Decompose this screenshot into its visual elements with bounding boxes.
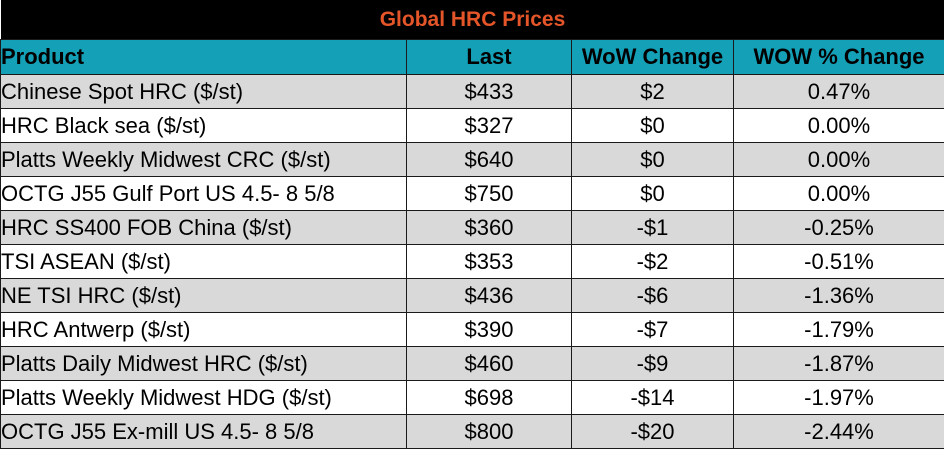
wow-change-cell: -$14 (571, 380, 734, 415)
wow-pct-change-cell: -1.36% (733, 278, 944, 313)
product-cell: Platts Weekly Midwest CRC ($/st) (0, 142, 407, 177)
wow-change-cell: $0 (571, 176, 734, 211)
table-row: Platts Weekly Midwest CRC ($/st) $640 $0 0.… (0, 142, 944, 177)
last-cell: $327 (406, 108, 572, 143)
last-cell: $640 (406, 142, 572, 177)
wow-pct-change-cell: 0.00% (733, 142, 944, 177)
table-row: HRC Antwerp ($/st) $390 -$7 -1.79% (0, 312, 944, 347)
wow-pct-change-cell: 0.47% (733, 74, 944, 109)
product-cell: TSI ASEAN ($/st) (0, 244, 407, 279)
last-cell: $433 (406, 74, 572, 109)
table-body: Chinese Spot HRC ($/st) $433 $2 0.47% HRC Bl… (0, 74, 944, 449)
last-cell: $800 (406, 414, 572, 449)
wow-change-cell: $0 (571, 108, 734, 143)
wow-change-cell: -$7 (571, 312, 734, 347)
product-cell: HRC Black sea ($/st) (0, 108, 407, 143)
wow-pct-change-cell: -0.51% (733, 244, 944, 279)
table-row: Chinese Spot HRC ($/st) $433 $2 0.47% (0, 74, 944, 109)
wow-pct-change-cell: -1.79% (733, 312, 944, 347)
table-row: OCTG J55 Gulf Port US 4.5- 8 5/8 $750 $0 0.… (0, 176, 944, 211)
last-cell: $698 (406, 380, 572, 415)
header-row: Product Last WoW Change WOW % Change (0, 39, 944, 75)
wow-change-cell: $0 (571, 142, 734, 177)
product-cell: HRC Antwerp ($/st) (0, 312, 407, 347)
table-row: NE TSI HRC ($/st) $436 -$6 -1.36% (0, 278, 944, 313)
table-row: HRC SS400 FOB China ($/st) $360 -$1 -0.25% (0, 210, 944, 245)
column-header-wow-pct-change: WOW % Change (733, 39, 944, 75)
last-cell: $360 (406, 210, 572, 245)
column-header-product: Product (0, 39, 407, 75)
product-cell: OCTG J55 Gulf Port US 4.5- 8 5/8 (0, 176, 407, 211)
wow-pct-change-cell: 0.00% (733, 108, 944, 143)
table-row: OCTG J55 Ex-mill US 4.5- 8 5/8 $800 -$20 -2… (0, 414, 944, 449)
wow-pct-change-cell: 0.00% (733, 176, 944, 211)
wow-change-cell: -$20 (571, 414, 734, 449)
wow-pct-change-cell: -2.44% (733, 414, 944, 449)
last-cell: $750 (406, 176, 572, 211)
wow-change-cell: -$6 (571, 278, 734, 313)
wow-pct-change-cell: -1.87% (733, 346, 944, 381)
table-title: Global HRC Prices (0, 0, 944, 40)
title-row: Global HRC Prices (0, 0, 944, 40)
product-cell: Platts Daily Midwest HRC ($/st) (0, 346, 407, 381)
last-cell: $460 (406, 346, 572, 381)
column-header-wow-change: WoW Change (571, 39, 734, 75)
last-cell: $353 (406, 244, 572, 279)
product-cell: HRC SS400 FOB China ($/st) (0, 210, 407, 245)
table-row: Platts Weekly Midwest HDG ($/st) $698 -$14… (0, 380, 944, 415)
table-row: TSI ASEAN ($/st) $353 -$2 -0.51% (0, 244, 944, 279)
product-cell: Platts Weekly Midwest HDG ($/st) (0, 380, 407, 415)
last-cell: $390 (406, 312, 572, 347)
wow-change-cell: $2 (571, 74, 734, 109)
product-cell: NE TSI HRC ($/st) (0, 278, 407, 313)
wow-pct-change-cell: -0.25% (733, 210, 944, 245)
product-cell: Chinese Spot HRC ($/st) (0, 74, 407, 109)
product-cell: OCTG J55 Ex-mill US 4.5- 8 5/8 (0, 414, 407, 449)
wow-pct-change-cell: -1.97% (733, 380, 944, 415)
wow-change-cell: -$9 (571, 346, 734, 381)
wow-change-cell: -$1 (571, 210, 734, 245)
last-cell: $436 (406, 278, 572, 313)
table-row: Platts Daily Midwest HRC ($/st) $460 -$9 -1… (0, 346, 944, 381)
table-row: HRC Black sea ($/st) $327 $0 0.00% (0, 108, 944, 143)
wow-change-cell: -$2 (571, 244, 734, 279)
column-header-last: Last (406, 39, 572, 75)
